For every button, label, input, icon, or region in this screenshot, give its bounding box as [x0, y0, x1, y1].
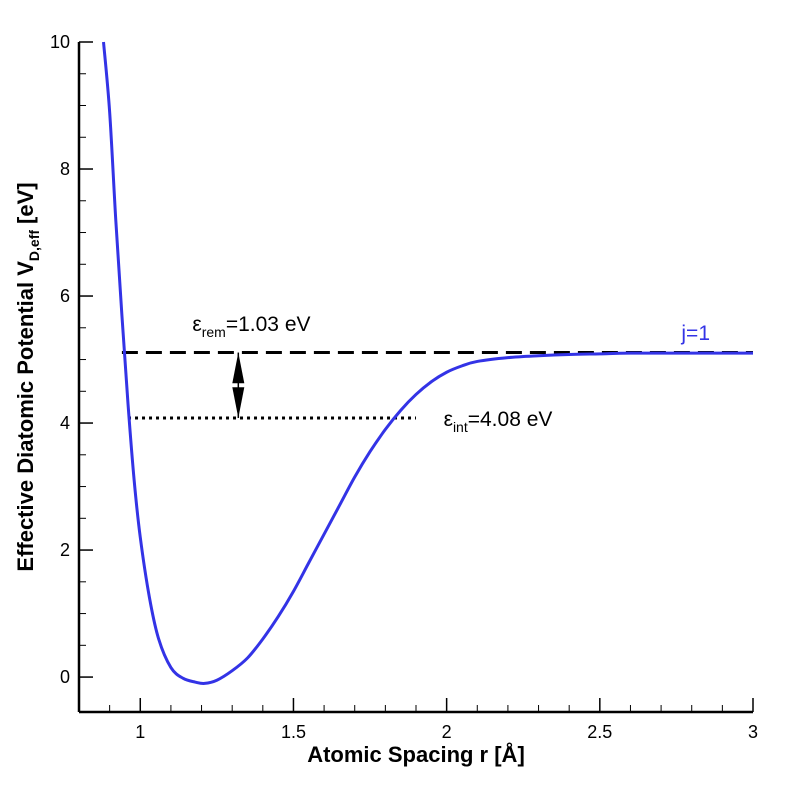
y-tick-label: 6: [60, 286, 70, 306]
y-tick-label: 8: [60, 159, 70, 179]
annotation-value: =4.08 eV: [468, 408, 553, 431]
y-axis-title-main: Effective Diatomic Potential V: [13, 261, 38, 572]
y-axis-title: Effective Diatomic Potential VD,eff [eV]: [13, 182, 42, 571]
annotation-epsilon-int: εint=4.08 eV: [444, 408, 553, 435]
annotation-symbol: ε: [444, 408, 453, 431]
annotation-subscript: int: [453, 419, 468, 435]
arrow-head-down: [232, 387, 245, 418]
arrow-head-up: [232, 352, 245, 384]
annotation-subscript: rem: [202, 324, 226, 340]
axis-tick-labels: 1 1.5 2 2.5 3 0 2 4 6 8 10: [50, 32, 758, 742]
annotation-symbol: ε: [192, 313, 201, 336]
y-tick-label: 2: [60, 540, 70, 560]
energy-gap-arrow: [232, 352, 245, 418]
series-line-j1: [102, 41, 753, 685]
x-tick-label: 2: [442, 722, 452, 742]
series-label-j1: j=1: [680, 322, 710, 345]
annotation-value: =1.03 eV: [226, 313, 311, 336]
x-tick-label: 1.5: [281, 722, 306, 742]
axis-ticks: [79, 41, 754, 712]
x-tick-label: 2.5: [587, 722, 612, 742]
y-axis-title-unit: [eV]: [13, 182, 38, 224]
x-tick-label: 1: [135, 722, 145, 742]
x-axis-title: Atomic Spacing r [Å]: [307, 741, 525, 767]
annotation-epsilon-rem: εrem=1.03 eV: [192, 313, 310, 340]
y-tick-label: 0: [60, 667, 70, 687]
y-tick-label: 4: [60, 413, 70, 433]
y-tick-label: 10: [50, 32, 70, 52]
x-tick-label: 3: [748, 722, 758, 742]
y-axis-title-subscript: D,eff: [26, 230, 42, 261]
